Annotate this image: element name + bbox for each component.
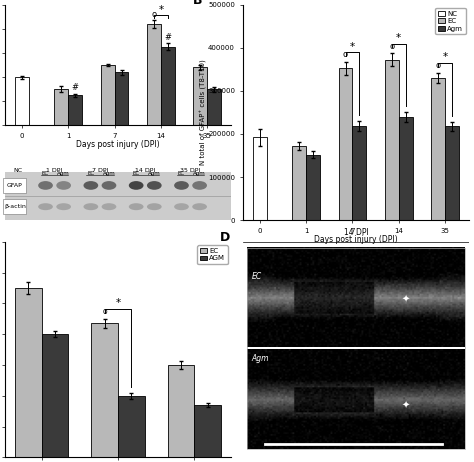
Legend: EC, AGM: EC, AGM <box>197 245 228 264</box>
Ellipse shape <box>83 203 98 210</box>
Text: o: o <box>436 61 441 70</box>
Text: Agm: Agm <box>148 171 161 176</box>
Bar <box>118 396 145 457</box>
Ellipse shape <box>174 203 189 210</box>
Y-axis label: N total of GFAP⁺ cells (T8-T10): N total of GFAP⁺ cells (T8-T10) <box>200 60 207 165</box>
Bar <box>168 365 194 457</box>
Ellipse shape <box>147 203 162 210</box>
Text: *: * <box>396 33 401 43</box>
Ellipse shape <box>192 181 207 190</box>
Text: o: o <box>389 42 394 51</box>
Bar <box>292 146 306 220</box>
Text: Agm: Agm <box>252 354 269 363</box>
Text: Agm: Agm <box>57 171 70 176</box>
Text: B: B <box>193 0 202 7</box>
Ellipse shape <box>56 203 71 210</box>
Bar <box>42 334 68 457</box>
Text: EC: EC <box>42 171 49 176</box>
Text: o: o <box>102 307 107 316</box>
Text: NC: NC <box>14 168 23 173</box>
X-axis label: Days post injury (DPI): Days post injury (DPI) <box>314 235 398 244</box>
Text: o: o <box>151 10 156 18</box>
Bar <box>253 137 267 220</box>
Bar <box>399 117 413 220</box>
Ellipse shape <box>174 181 189 190</box>
Bar <box>338 68 353 220</box>
Text: Agm: Agm <box>102 171 115 176</box>
Ellipse shape <box>129 203 144 210</box>
Bar <box>15 77 29 125</box>
Ellipse shape <box>83 181 98 190</box>
Text: #: # <box>72 83 79 91</box>
FancyBboxPatch shape <box>3 200 27 214</box>
Text: #: # <box>164 33 171 42</box>
Bar <box>353 126 366 220</box>
Ellipse shape <box>192 203 207 210</box>
Text: ✦: ✦ <box>402 295 410 305</box>
Text: GFAP: GFAP <box>7 183 23 188</box>
Text: EC: EC <box>252 272 262 281</box>
Bar <box>385 60 399 220</box>
FancyBboxPatch shape <box>3 178 27 193</box>
Text: D: D <box>220 231 230 244</box>
Text: *: * <box>116 298 120 308</box>
Ellipse shape <box>101 181 116 190</box>
Bar <box>55 89 68 125</box>
Text: EC: EC <box>178 171 185 176</box>
Text: 14 DPI: 14 DPI <box>135 168 155 173</box>
Ellipse shape <box>11 181 26 190</box>
Text: ✦: ✦ <box>402 401 410 411</box>
Bar <box>91 323 118 457</box>
Text: o: o <box>343 50 348 60</box>
Text: Agm: Agm <box>193 171 206 176</box>
Bar <box>445 126 459 220</box>
Text: 35 DPI: 35 DPI <box>181 168 201 173</box>
Bar <box>147 24 161 125</box>
Text: 14 DPI: 14 DPI <box>344 229 368 237</box>
Bar <box>194 405 221 457</box>
Ellipse shape <box>11 203 26 210</box>
Bar <box>193 67 207 125</box>
Bar <box>431 78 445 220</box>
X-axis label: Days post injury (DPI): Days post injury (DPI) <box>76 140 160 149</box>
Ellipse shape <box>129 181 144 190</box>
Text: *: * <box>350 42 355 52</box>
Legend: NC, EC, Agm: NC, EC, Agm <box>435 8 466 35</box>
Ellipse shape <box>38 181 53 190</box>
Bar <box>115 72 128 125</box>
Bar <box>207 89 221 125</box>
Bar <box>15 288 42 457</box>
Bar <box>161 47 175 125</box>
Bar <box>68 96 82 125</box>
Text: *: * <box>443 52 447 62</box>
Ellipse shape <box>56 181 71 190</box>
Text: *: * <box>158 5 164 15</box>
Ellipse shape <box>101 203 116 210</box>
Text: β-actin: β-actin <box>4 204 26 209</box>
Text: EC: EC <box>133 171 140 176</box>
Text: EC: EC <box>87 171 94 176</box>
Bar <box>100 65 115 125</box>
Ellipse shape <box>38 203 53 210</box>
Text: 1 DPI: 1 DPI <box>46 168 63 173</box>
Bar <box>306 155 320 220</box>
Text: 7 DPI: 7 DPI <box>92 168 108 173</box>
Ellipse shape <box>147 181 162 190</box>
